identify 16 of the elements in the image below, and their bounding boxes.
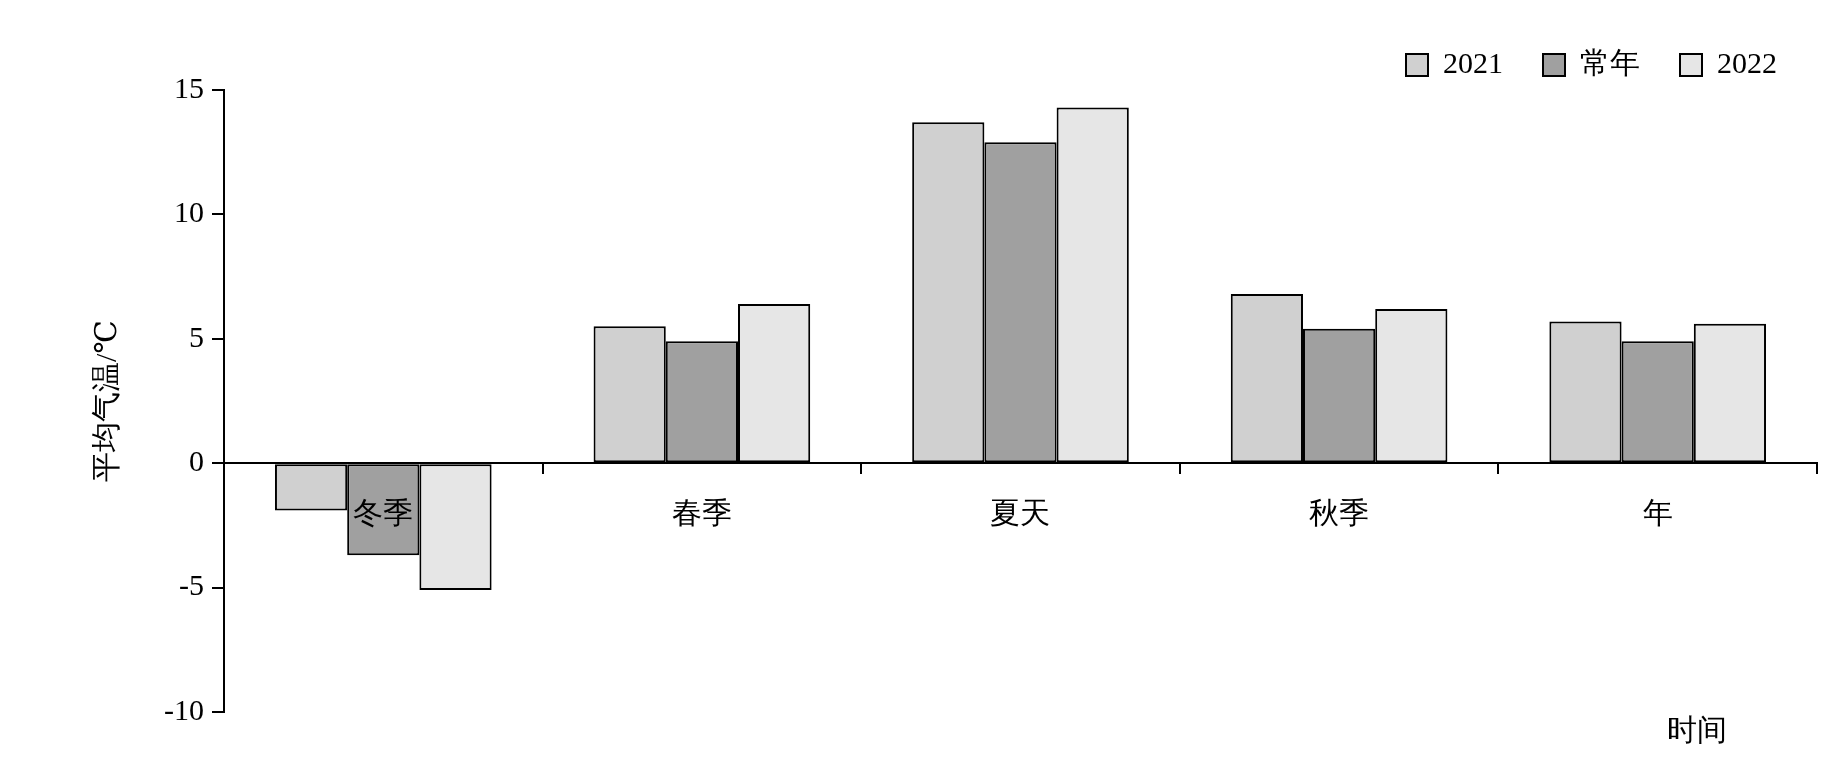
- legend-label: 2021: [1443, 45, 1503, 79]
- x-tick-label: 冬季: [353, 496, 414, 530]
- y-tick-label: -10: [163, 692, 204, 726]
- legend-label: 常年: [1580, 45, 1640, 79]
- y-tick-label: 5: [188, 319, 204, 353]
- y-tick-label: -5: [178, 568, 204, 602]
- y-axis-title: 平均气温/℃: [88, 320, 122, 482]
- y-tick-label: 0: [188, 444, 204, 478]
- x-tick-label: 年: [1642, 496, 1673, 530]
- y-tick-label: 10: [173, 195, 204, 229]
- x-tick-label: 秋季: [1309, 496, 1370, 530]
- legend-label: 2022: [1717, 45, 1777, 79]
- y-tick-label: 15: [173, 70, 204, 104]
- x-tick-label: 夏天: [990, 496, 1051, 530]
- x-axis-title: 时间: [1667, 712, 1727, 746]
- x-tick-label: 春季: [671, 496, 732, 530]
